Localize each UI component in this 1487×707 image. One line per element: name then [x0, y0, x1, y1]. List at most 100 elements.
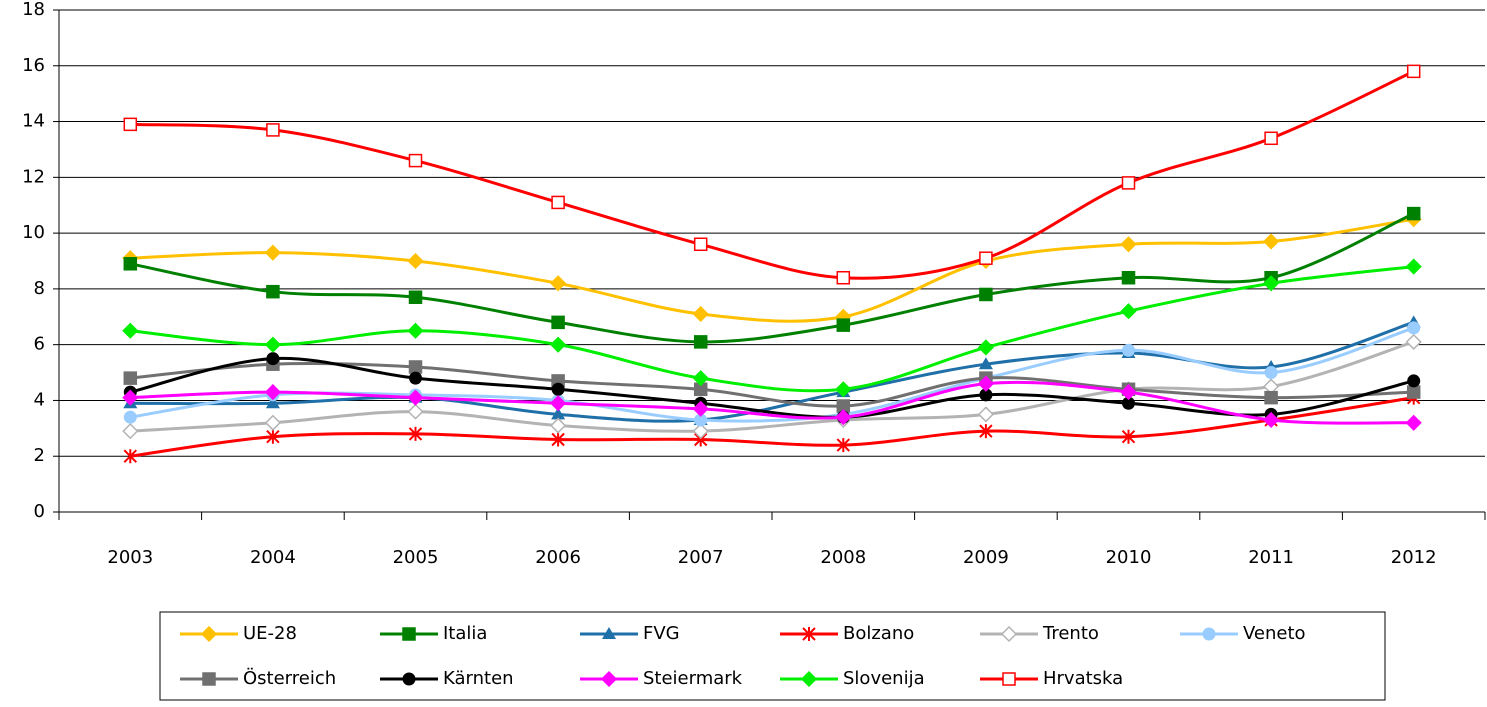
y-tick-label: 16: [22, 55, 45, 76]
y-tick-label: 8: [34, 278, 45, 299]
marker: [123, 410, 137, 424]
marker: [264, 414, 281, 431]
marker: [122, 389, 139, 406]
marker: [264, 336, 281, 353]
marker: [551, 315, 565, 330]
marker: [1121, 176, 1136, 190]
marker: [693, 237, 708, 252]
series-line: [129, 356, 1415, 419]
marker: [266, 284, 280, 299]
marker: [694, 413, 708, 427]
marker: [550, 275, 567, 292]
marker: [1405, 333, 1422, 350]
marker: [977, 375, 994, 392]
marker: [266, 123, 280, 137]
series-line: [130, 340, 1415, 433]
legend-label: FVG: [643, 623, 680, 644]
marker: [835, 381, 852, 398]
marker: [408, 290, 423, 305]
marker: [979, 424, 993, 439]
legend-label: Steiermark: [643, 668, 743, 689]
marker: [123, 257, 138, 271]
marker: [1263, 411, 1280, 429]
marker: [1405, 414, 1422, 431]
x-tick-label: 2007: [678, 547, 724, 568]
series-line: [130, 396, 1414, 458]
marker: [551, 407, 566, 420]
legend-label: Kärnten: [443, 668, 514, 689]
y-tick-label: 2: [34, 445, 45, 466]
y-tick-label: 0: [34, 501, 45, 522]
marker: [978, 357, 993, 370]
series-line: [130, 69, 1415, 280]
marker: [1405, 258, 1422, 275]
marker: [692, 370, 709, 387]
marker: [123, 371, 138, 385]
marker: [600, 670, 618, 688]
marker: [122, 423, 139, 440]
marker: [122, 322, 139, 339]
marker: [408, 360, 423, 374]
marker: [1122, 396, 1135, 410]
marker: [1407, 321, 1421, 335]
x-tick-label: 2003: [107, 547, 153, 568]
marker: [202, 672, 216, 686]
legend-label: UE-28: [243, 623, 297, 644]
legend-label: Österreich: [243, 667, 336, 689]
y-tick-label: 14: [22, 111, 45, 132]
x-tick-label: 2006: [535, 547, 581, 568]
marker: [1122, 343, 1135, 357]
marker: [407, 322, 424, 339]
marker: [407, 403, 424, 420]
marker: [1121, 270, 1136, 285]
x-tick-label: 2010: [1106, 547, 1152, 568]
marker: [200, 625, 218, 643]
marker: [692, 305, 709, 323]
marker: [402, 672, 416, 686]
marker: [836, 270, 851, 285]
marker: [550, 336, 567, 353]
legend-label: Veneto: [1243, 623, 1306, 644]
marker: [1406, 64, 1421, 79]
y-tick-label: 6: [34, 334, 45, 355]
marker: [1120, 236, 1137, 253]
marker: [266, 429, 280, 444]
marker: [1407, 374, 1421, 388]
marker: [1000, 625, 1018, 643]
marker: [979, 251, 993, 265]
marker: [1264, 131, 1278, 146]
marker: [1263, 275, 1280, 292]
y-tick-label: 10: [22, 222, 45, 243]
marker: [1263, 233, 1280, 250]
marker: [1002, 672, 1016, 686]
marker: [979, 388, 993, 402]
marker: [408, 426, 423, 441]
marker: [264, 244, 281, 261]
series-line: [130, 217, 1414, 323]
marker: [407, 389, 424, 406]
x-tick-label: 2005: [393, 547, 439, 568]
legend-label: Hrvatska: [1043, 668, 1123, 689]
marker: [1264, 366, 1278, 380]
marker: [835, 409, 852, 426]
marker: [402, 627, 416, 641]
marker: [123, 117, 138, 132]
marker: [977, 339, 994, 356]
marker: [802, 627, 816, 641]
x-tick-label: 2012: [1391, 547, 1437, 568]
series-line: [130, 212, 1415, 344]
marker: [1120, 384, 1137, 401]
marker: [550, 395, 567, 412]
legend-label: Trento: [1042, 623, 1099, 644]
marker: [979, 287, 993, 302]
marker: [692, 400, 709, 417]
marker: [550, 417, 567, 434]
marker: [692, 423, 709, 440]
series-line: [130, 265, 1414, 393]
marker: [264, 384, 281, 401]
marker: [1264, 390, 1278, 405]
x-tick-label: 2011: [1248, 547, 1294, 568]
marker: [409, 371, 422, 385]
marker: [836, 438, 851, 453]
marker: [407, 252, 424, 270]
